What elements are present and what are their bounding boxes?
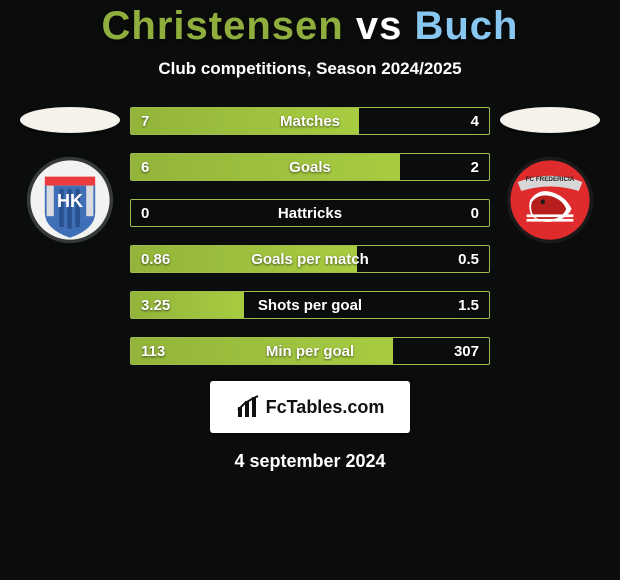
stat-bar: 0.86Goals per match0.5 (130, 245, 490, 273)
stat-label: Hattricks (131, 200, 489, 226)
right-side: FC FREDERICIA (490, 107, 610, 245)
stat-right-value: 0 (471, 200, 479, 226)
stat-bar: 3.25Shots per goal1.5 (130, 291, 490, 319)
crest-hk-icon: HK (25, 155, 115, 245)
page-title: Christensen vs Buch (102, 4, 519, 49)
stat-right-value: 4 (471, 108, 479, 134)
root: Christensen vs Buch Club competitions, S… (0, 0, 620, 580)
stat-right-value: 0.5 (458, 246, 479, 272)
stat-right-value: 2 (471, 154, 479, 180)
stat-label: Min per goal (131, 338, 489, 364)
player2-crest: FC FREDERICIA (505, 155, 595, 245)
title-vs: vs (344, 4, 415, 48)
main-row: HK 7Matches4 6Goals2 0Hattricks0 0.86Goals … (0, 107, 620, 365)
stat-label: Goals (131, 154, 489, 180)
svg-text:HK: HK (57, 191, 83, 211)
title-player1: Christensen (102, 4, 344, 48)
stat-bar: 6Goals2 (130, 153, 490, 181)
branding-text: FcTables.com (266, 397, 385, 418)
stat-label: Goals per match (131, 246, 489, 272)
crest-fredericia-icon: FC FREDERICIA (505, 155, 595, 245)
stat-bars: 7Matches4 6Goals2 0Hattricks0 0.86Goals per… (130, 107, 490, 365)
subtitle: Club competitions, Season 2024/2025 (158, 59, 461, 79)
branding-badge: FcTables.com (210, 381, 410, 433)
stat-right-value: 1.5 (458, 292, 479, 318)
bar-chart-icon (236, 395, 260, 419)
svg-text:FC FREDERICIA: FC FREDERICIA (526, 176, 575, 183)
stat-label: Matches (131, 108, 489, 134)
left-side: HK (10, 107, 130, 245)
stat-label: Shots per goal (131, 292, 489, 318)
stat-bar: 0Hattricks0 (130, 199, 490, 227)
stat-right-value: 307 (454, 338, 479, 364)
stat-bar: 7Matches4 (130, 107, 490, 135)
title-player2: Buch (414, 4, 518, 48)
player1-name-pill (20, 107, 120, 133)
date-text: 4 september 2024 (234, 451, 385, 472)
player1-crest: HK (25, 155, 115, 245)
player2-name-pill (500, 107, 600, 133)
stat-bar: 113Min per goal307 (130, 337, 490, 365)
